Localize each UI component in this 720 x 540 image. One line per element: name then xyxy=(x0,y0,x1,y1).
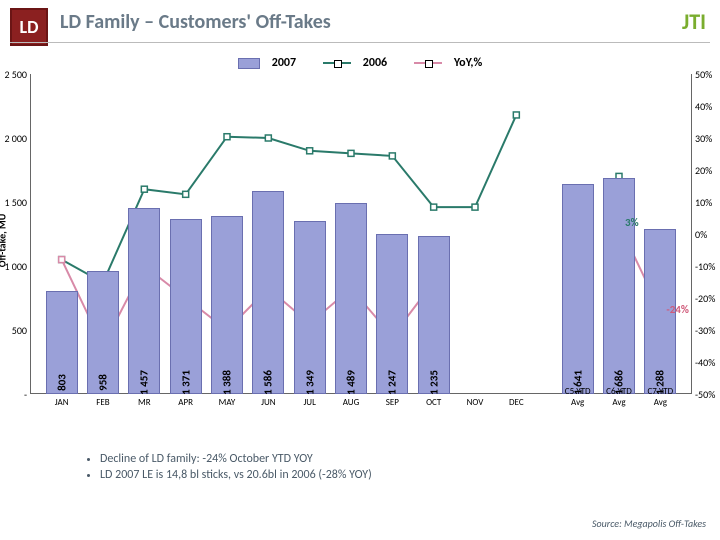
bar-value: 1 247 xyxy=(386,370,399,395)
annotation: -24% xyxy=(666,303,689,316)
bar: 1 349 xyxy=(294,221,326,394)
x-label-avg: C7 YTD Avg xyxy=(640,386,680,408)
bar-value: 1 371 xyxy=(179,370,192,395)
bar: 1 235 xyxy=(418,236,450,394)
bar: 1 489 xyxy=(335,203,367,394)
legend-bar-icon xyxy=(238,58,260,69)
ytick-left: 2 500 xyxy=(0,68,27,81)
x-label: SEP xyxy=(386,397,399,408)
x-label-avg: C5 YTD Avg xyxy=(558,386,598,408)
ytick-right: 30% xyxy=(695,132,720,145)
ytick-right: 0% xyxy=(695,228,720,241)
ytick-left: 1 500 xyxy=(0,196,27,209)
bar: 1 641 xyxy=(562,184,594,394)
bar-value: 1 235 xyxy=(427,370,440,395)
bar-value: 1 489 xyxy=(344,370,357,395)
ytick-right: 40% xyxy=(695,100,720,113)
source: Source: Megapolis Off-Takes xyxy=(592,517,706,530)
x-label: OCT xyxy=(426,397,441,408)
x-label: JUL xyxy=(303,397,315,408)
chart: 2007 2006 YoY,% Off-take, MU YoY, % -500… xyxy=(30,56,690,426)
legend: 2007 2006 YoY,% xyxy=(30,56,690,70)
jti-logo: JTI xyxy=(682,8,706,35)
x-label: DEC xyxy=(509,397,524,408)
bar: 1 388 xyxy=(211,216,243,394)
page-title: LD Family – Customers' Off-Takes xyxy=(60,10,331,34)
bullets: Decline of LD family: -24% October YTD Y… xyxy=(60,452,372,484)
bar-value: 1 457 xyxy=(138,370,151,395)
ytick-right: 10% xyxy=(695,196,720,209)
ytick-right: 20% xyxy=(695,164,720,177)
bar: 803 xyxy=(46,291,78,394)
legend-line2-icon xyxy=(414,62,442,64)
ytick-right: 50% xyxy=(695,68,720,81)
divider xyxy=(10,42,710,43)
bullet-2: LD 2007 LE is 14,8 bl sticks, vs 20.6bl … xyxy=(100,468,372,482)
legend-bar-label: 2007 xyxy=(272,56,296,70)
ytick-left: 2 000 xyxy=(0,132,27,145)
bar-value: 803 xyxy=(55,374,68,391)
ytick-left: 1 000 xyxy=(0,260,27,273)
bar-value: 1 349 xyxy=(303,370,316,395)
ytick-right: -40% xyxy=(695,356,720,369)
x-label: JAN xyxy=(55,397,69,408)
ytick-left: 500 xyxy=(0,324,27,337)
legend-line1-label: 2006 xyxy=(363,56,387,70)
ytick-right: -10% xyxy=(695,260,720,273)
bar: 1 371 xyxy=(170,219,202,394)
bar: 1 686 xyxy=(603,178,635,394)
x-label-avg: C6 YTD Avg xyxy=(599,386,639,408)
legend-line2-label: YoY,% xyxy=(454,56,482,70)
ytick-right: -20% xyxy=(695,292,720,305)
ytick-right: -50% xyxy=(695,388,720,401)
logo-box: LD xyxy=(10,8,48,46)
x-label: NOV xyxy=(467,397,484,408)
plot-area: Off-take, MU YoY, % -5001 0001 5002 0002… xyxy=(30,74,692,394)
bar-value: 958 xyxy=(96,374,109,391)
annotation: 3% xyxy=(625,216,639,229)
bar: 958 xyxy=(87,271,119,394)
ytick-right: -30% xyxy=(695,324,720,337)
bar-value: 1 586 xyxy=(262,370,275,395)
legend-line1-icon xyxy=(323,62,351,64)
x-label: FEB xyxy=(96,397,109,408)
bar-value: 1 388 xyxy=(220,370,233,395)
x-label: MAY xyxy=(219,397,236,408)
bar: 1 247 xyxy=(376,234,408,394)
bar: 1 586 xyxy=(252,191,284,394)
x-label: MR xyxy=(138,397,151,408)
bullet-1: Decline of LD family: -24% October YTD Y… xyxy=(100,452,372,466)
bar: 1 457 xyxy=(128,208,160,394)
ytick-left: - xyxy=(0,388,27,401)
x-label: APR xyxy=(178,397,193,408)
slide: LD LD Family – Customers' Off-Takes JTI … xyxy=(0,0,720,540)
x-label: JUN xyxy=(261,397,275,408)
x-label: AUG xyxy=(343,397,360,408)
